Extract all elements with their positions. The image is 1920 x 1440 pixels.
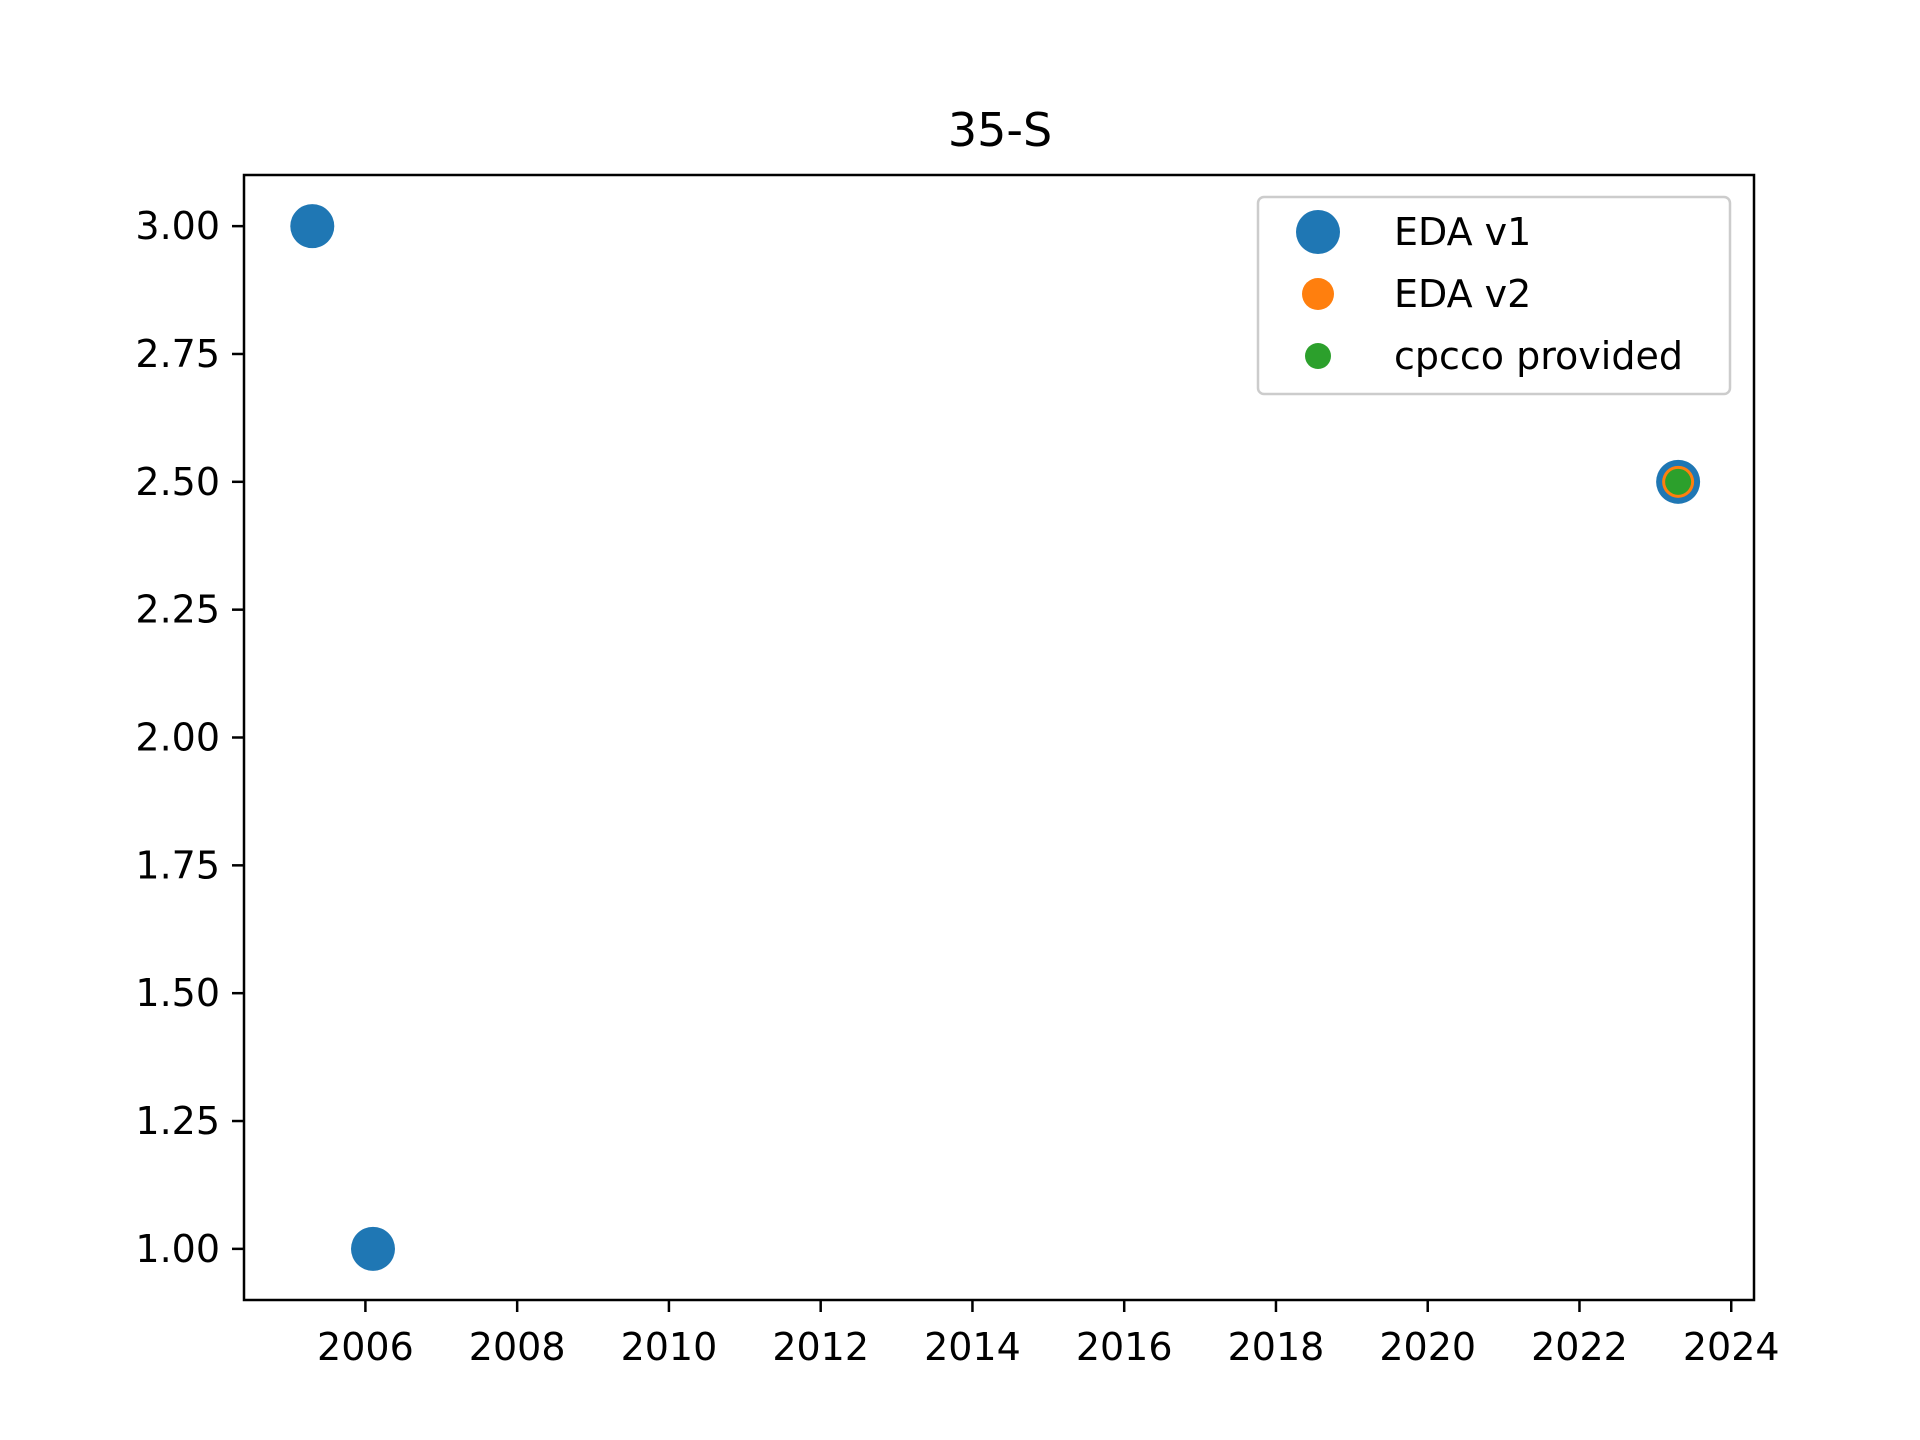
legend-label: cpcco provided: [1394, 334, 1683, 378]
y-tick-label: 1.00: [135, 1227, 220, 1271]
y-tick-label: 1.75: [135, 843, 220, 887]
y-axis: 1.00 1.25 1.50 1.75 2.00 2.25 2.50 2.75 3.00: [135, 204, 244, 1271]
y-tick-label: 2.00: [135, 716, 220, 760]
x-tick-label: 2012: [772, 1325, 869, 1369]
x-tick-label: 2006: [317, 1325, 414, 1369]
x-axis: 2006 2008 2010 2012 2014 2016 2018 2020 2022 2024: [317, 1300, 1780, 1369]
legend: EDA v1 EDA v2 cpcco provided: [1256, 195, 1732, 396]
x-tick-label: 2008: [469, 1325, 566, 1369]
data-point-eda-v1: [290, 204, 335, 249]
chart-title: 35-S: [948, 103, 1052, 157]
data-point-cpcco-provided: [1665, 468, 1692, 495]
legend-marker: [1302, 278, 1334, 310]
y-tick-label: 1.50: [135, 971, 220, 1015]
legend-label: EDA v1: [1394, 210, 1531, 254]
legend-box: [1256, 195, 1732, 396]
x-tick-label: 2018: [1228, 1325, 1325, 1369]
x-tick-label: 2014: [924, 1325, 1021, 1369]
x-tick-label: 2024: [1683, 1325, 1780, 1369]
x-tick-label: 2022: [1531, 1325, 1628, 1369]
x-tick-label: 2010: [621, 1325, 718, 1369]
y-tick-label: 1.25: [135, 1099, 220, 1143]
legend-marker: [1305, 343, 1331, 369]
x-tick-label: 2020: [1379, 1325, 1476, 1369]
y-tick-label: 2.50: [135, 460, 220, 504]
y-tick-label: 3.00: [135, 204, 220, 248]
y-tick-label: 2.25: [135, 588, 220, 632]
data-point-eda-v1: [350, 1226, 395, 1271]
legend-marker: [1296, 210, 1340, 254]
y-tick-label: 2.75: [135, 332, 220, 376]
x-tick-label: 2016: [1076, 1325, 1173, 1369]
legend-label: EDA v2: [1394, 272, 1531, 316]
plot-points: [290, 204, 1701, 1271]
plot-frame: [242, 173, 1756, 1302]
